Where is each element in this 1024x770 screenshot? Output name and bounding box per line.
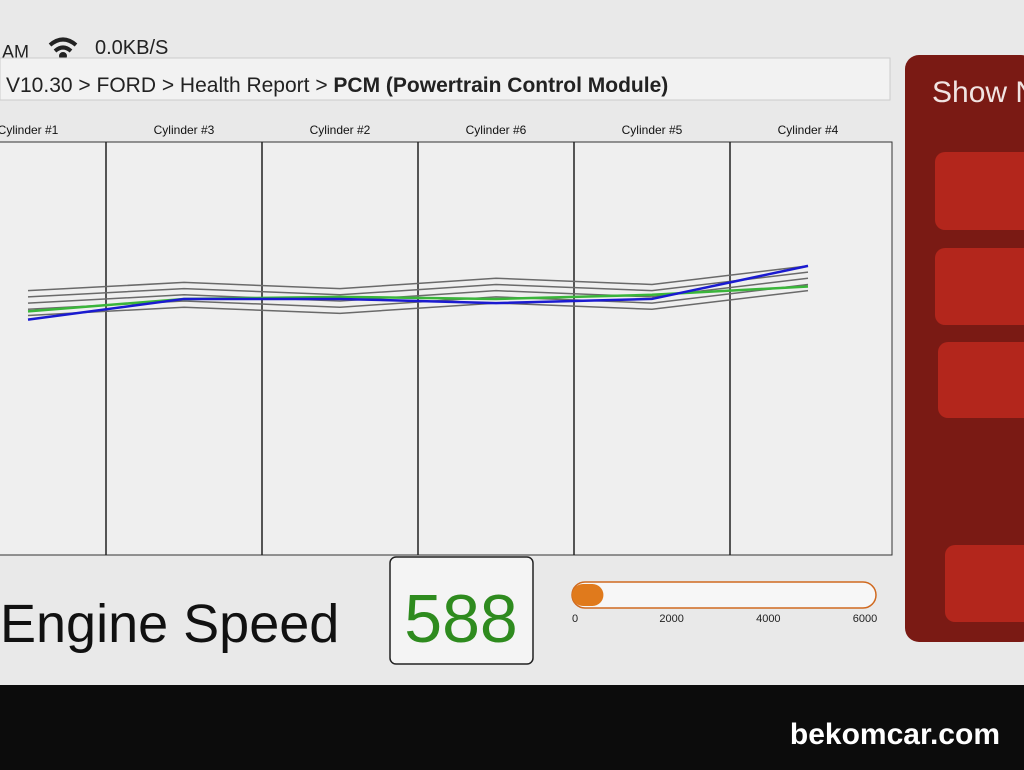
slider-tick-label: 0 (572, 613, 578, 625)
series-line (27, 289, 809, 317)
slider-tick-label: 6000 (853, 613, 877, 625)
breadcrumb-current: PCM (Powertrain Control Module) (333, 74, 668, 97)
slider-fill (572, 584, 604, 606)
column-label: Cylinder #6 (466, 123, 527, 137)
column-label: Cylinder #1 (0, 123, 59, 137)
status-speed: 0.0KB/S (95, 37, 168, 59)
breadcrumb-path: V10.30 > FORD > Health Report > (6, 74, 333, 97)
engine-speed-value: 588 (404, 581, 517, 657)
watermark: bekomcar.com (790, 718, 1000, 751)
breadcrumb-bar (0, 57, 891, 101)
engine-speed-label: Engine Speed (0, 594, 339, 654)
column-label: Cylinder #2 (310, 123, 371, 137)
slider-track (571, 581, 877, 609)
bezel (0, 685, 1024, 770)
column-label: Cylinder #3 (154, 123, 215, 137)
series-line (27, 271, 809, 298)
slider-tick-label: 2000 (659, 613, 683, 625)
side-button[interactable] (935, 248, 1024, 325)
slider-tick-label: 4000 (756, 613, 780, 625)
chart-frame (0, 141, 893, 556)
value-box (389, 556, 534, 665)
status-time: AM (2, 42, 29, 62)
breadcrumb: V10.30 > FORD > Health Report > PCM (Pow… (6, 74, 668, 97)
series-line (27, 265, 809, 292)
side-button[interactable] (935, 152, 1024, 230)
engine-speed-panel: Engine Speed 588 0 2000 4000 6000 (0, 556, 877, 665)
side-button[interactable] (938, 342, 1024, 418)
chart: Cylinder #1 Cylinder #3 Cylinder #2 Cylinde… (0, 123, 839, 555)
column-label: Cylinder #5 (622, 123, 683, 137)
side-button[interactable] (945, 545, 1024, 622)
side-panel-title: Show N (932, 76, 1024, 109)
column-label: Cylinder #4 (778, 123, 839, 137)
series-line (27, 264, 809, 321)
